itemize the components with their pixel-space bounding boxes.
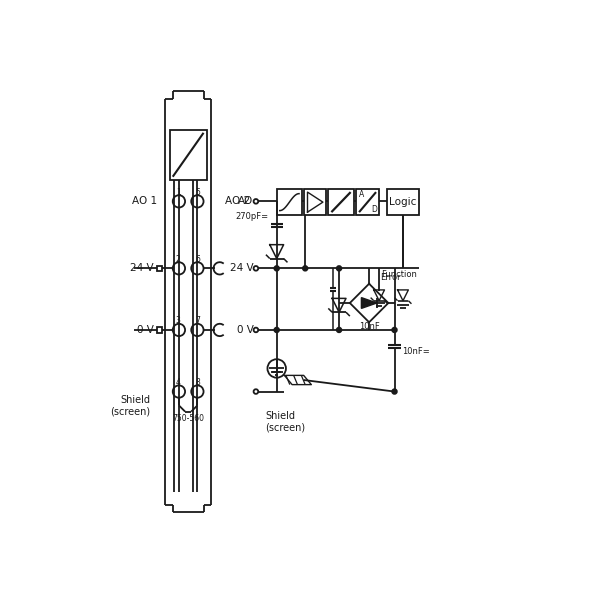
Text: AO: AO	[238, 196, 254, 206]
Circle shape	[173, 195, 185, 208]
Bar	[277, 189, 302, 215]
Polygon shape	[332, 298, 346, 312]
Circle shape	[173, 385, 185, 398]
Text: 2: 2	[176, 254, 181, 263]
Bar	[304, 189, 326, 215]
Bar	[157, 327, 163, 332]
Circle shape	[254, 266, 258, 271]
Text: 4: 4	[176, 378, 181, 387]
Circle shape	[254, 328, 258, 332]
Text: 750-560: 750-560	[172, 414, 204, 423]
Text: 6: 6	[196, 254, 200, 263]
Circle shape	[173, 262, 185, 275]
Circle shape	[173, 324, 185, 336]
Polygon shape	[361, 298, 377, 308]
Circle shape	[392, 328, 397, 332]
Polygon shape	[398, 290, 409, 301]
Circle shape	[191, 385, 203, 398]
Circle shape	[268, 359, 286, 377]
Bar	[328, 189, 354, 215]
Text: Logic: Logic	[389, 197, 416, 207]
Polygon shape	[308, 192, 323, 212]
Text: AO 2: AO 2	[225, 196, 250, 206]
Circle shape	[191, 324, 203, 336]
Bar	[157, 266, 163, 271]
Bar	[170, 130, 206, 180]
Text: 24 V: 24 V	[230, 263, 254, 274]
Circle shape	[254, 199, 258, 203]
Circle shape	[274, 266, 279, 271]
Text: A: A	[359, 190, 364, 199]
Circle shape	[337, 328, 341, 332]
Text: 1: 1	[176, 188, 181, 197]
Polygon shape	[350, 284, 388, 322]
Circle shape	[191, 195, 203, 208]
Text: Shield
(screen): Shield (screen)	[265, 411, 305, 433]
Circle shape	[191, 262, 203, 275]
Text: 7: 7	[196, 316, 200, 325]
Text: 0 V: 0 V	[237, 325, 254, 335]
Text: 24 V: 24 V	[130, 263, 154, 274]
Text: 3: 3	[176, 316, 181, 325]
Bar	[387, 189, 419, 215]
Text: 10nF=: 10nF=	[402, 347, 430, 356]
Circle shape	[392, 389, 397, 394]
Text: Error: Error	[380, 273, 401, 282]
Text: 0 V: 0 V	[137, 325, 154, 335]
Circle shape	[254, 389, 258, 394]
Circle shape	[303, 266, 308, 271]
Polygon shape	[270, 245, 284, 259]
Text: 8: 8	[196, 378, 200, 387]
Text: Function: Function	[382, 270, 417, 279]
Text: 270pF=: 270pF=	[236, 212, 269, 221]
Text: Shield
(screen): Shield (screen)	[110, 395, 151, 417]
Polygon shape	[284, 376, 311, 385]
Bar	[356, 189, 379, 215]
Text: AO 1: AO 1	[132, 196, 157, 206]
Circle shape	[274, 328, 279, 332]
Text: 5: 5	[196, 188, 200, 197]
Text: D: D	[371, 205, 377, 214]
Polygon shape	[374, 290, 385, 301]
Text: 10nF: 10nF	[359, 322, 379, 331]
Circle shape	[337, 266, 341, 271]
